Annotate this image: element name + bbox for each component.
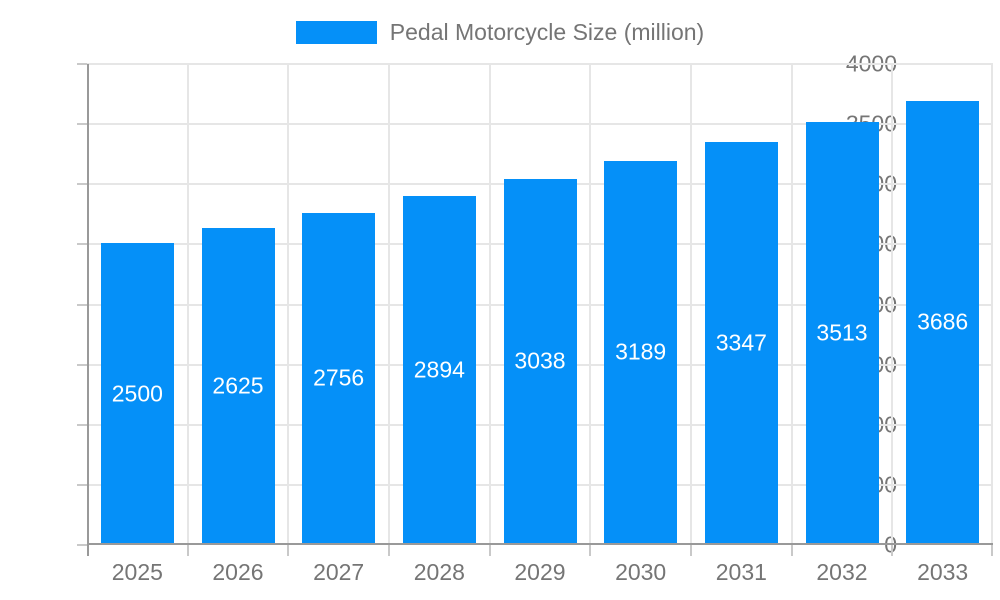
x-tick-3 xyxy=(388,545,390,556)
y-tick-3500 xyxy=(77,123,87,126)
bar-2031: 3347 xyxy=(704,141,778,544)
bar-2026: 2625 xyxy=(201,228,275,544)
bar-2030: 3189 xyxy=(604,160,678,544)
x-axis-label-2026: 2026 xyxy=(212,559,264,585)
y-axis-line xyxy=(87,64,89,556)
gridline-x-5 xyxy=(589,64,592,545)
legend-swatch xyxy=(295,21,377,44)
x-tick-1 xyxy=(186,545,189,556)
bar-2029: 3038 xyxy=(503,178,577,544)
y-tick-500 xyxy=(77,483,87,486)
y-tick-1000 xyxy=(77,423,87,426)
x-tick-6 xyxy=(690,545,692,556)
x-axis-label-2031: 2031 xyxy=(715,559,767,585)
y-tick-0 xyxy=(77,544,87,546)
y-tick-4000 xyxy=(77,63,87,65)
gridline-x-7 xyxy=(790,64,793,545)
y-tick-3000 xyxy=(77,183,87,186)
bar-2033: 3686 xyxy=(906,100,980,544)
bar-value-2031: 3347 xyxy=(715,329,767,356)
x-axis-label-2033: 2033 xyxy=(917,559,969,585)
x-tick-5 xyxy=(589,545,592,556)
x-tick-2 xyxy=(287,545,290,556)
gridline-x-9 xyxy=(991,64,993,545)
bar-2025: 2500 xyxy=(100,243,174,544)
x-tick-8 xyxy=(891,545,894,556)
x-axis-line xyxy=(87,543,993,545)
x-tick-9 xyxy=(991,545,993,556)
gridline-y-4000 xyxy=(87,63,993,65)
legend[interactable]: Pedal Motorcycle Size (million) xyxy=(0,20,1000,45)
bar-value-2030: 3189 xyxy=(615,338,667,365)
bar-value-2026: 2625 xyxy=(212,372,264,399)
x-tick-4 xyxy=(488,545,491,556)
x-axis-label-2025: 2025 xyxy=(111,559,163,585)
y-tick-2000 xyxy=(77,303,87,306)
legend-label: Pedal Motorcycle Size (million) xyxy=(389,19,705,45)
y-tick-2500 xyxy=(77,243,87,246)
gridline-x-4 xyxy=(488,64,491,545)
bar-value-2032: 3513 xyxy=(816,319,868,346)
x-tick-7 xyxy=(790,545,793,556)
x-axis-label-2028: 2028 xyxy=(413,559,465,585)
bar-value-2029: 3038 xyxy=(514,347,566,374)
bar-value-2033: 3686 xyxy=(917,308,969,335)
gridline-x-3 xyxy=(388,64,390,545)
bar-value-2027: 2756 xyxy=(313,364,365,391)
bar-2027: 2756 xyxy=(302,212,376,544)
bar-2032: 3513 xyxy=(805,121,879,544)
x-axis-label-2029: 2029 xyxy=(514,559,566,585)
plot-area: 2500 2625 2756 2894 3038 3189 3347 3513 3686 xyxy=(77,63,993,556)
gridline-x-2 xyxy=(287,64,290,545)
gridline-x-8 xyxy=(891,64,894,545)
gridline-x-6 xyxy=(690,64,692,545)
x-axis-label-2030: 2030 xyxy=(615,559,667,585)
y-tick-1500 xyxy=(77,363,87,366)
gridline-y-3500 xyxy=(87,123,993,126)
x-axis-label-2032: 2032 xyxy=(816,559,868,585)
x-axis-label-2027: 2027 xyxy=(313,559,365,585)
gridline-x-1 xyxy=(186,64,189,545)
bar-value-2025: 2500 xyxy=(111,380,163,407)
bar-value-2028: 2894 xyxy=(413,356,465,383)
bar-2028: 2894 xyxy=(402,196,476,544)
